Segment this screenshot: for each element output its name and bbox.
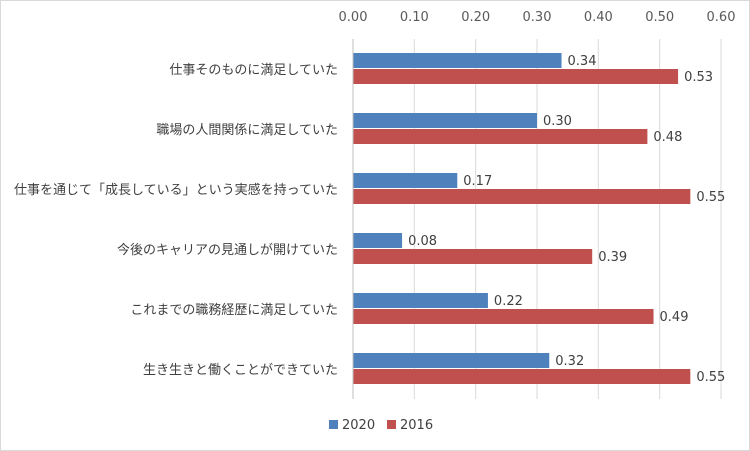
x-tick-label: 0.10 [400, 10, 429, 25]
data-label: 0.30 [543, 114, 572, 129]
bar-2016 [353, 369, 691, 384]
x-tick-label: 0.30 [523, 10, 552, 25]
category-label: 仕事を通じて「成長している」という実感を持っていた [14, 182, 338, 198]
legend-swatch-2020 [329, 420, 338, 429]
data-label: 0.34 [568, 54, 597, 69]
bar-2020 [353, 113, 537, 128]
data-label: 0.39 [598, 250, 627, 265]
bar-2016 [353, 69, 679, 84]
data-label: 0.49 [660, 310, 689, 325]
category-label: 職場の人間関係に満足していた [156, 123, 338, 138]
bar-2020 [353, 233, 403, 248]
data-label: 0.22 [494, 294, 523, 309]
data-label: 0.08 [408, 234, 437, 249]
data-label: 0.55 [696, 370, 725, 385]
data-label: 0.48 [653, 130, 682, 145]
category-label: 生き生きと働くことができていた [143, 363, 338, 378]
bar-2016 [353, 309, 654, 324]
category-label: 仕事そのものに満足していた [169, 63, 338, 78]
bar-2020 [353, 293, 488, 308]
data-label: 0.32 [555, 354, 584, 369]
x-tick-label: 0.40 [584, 10, 613, 25]
legend-swatch-2016 [387, 420, 396, 429]
category-label: これまでの職務経歴に満足していた [130, 303, 338, 318]
data-label: 0.17 [463, 174, 492, 189]
bar-2016 [353, 249, 593, 264]
x-tick-label: 0.00 [339, 10, 368, 25]
bar-2020 [353, 353, 550, 368]
bar-2016 [353, 129, 648, 144]
x-tick-label: 0.20 [461, 10, 490, 25]
bar-2020 [353, 53, 562, 68]
data-label: 0.55 [696, 190, 725, 205]
bar-2016 [353, 189, 691, 204]
bar-2020 [353, 173, 458, 188]
data-label: 0.53 [684, 70, 713, 85]
category-label: 今後のキャリアの見通しが開けていた [117, 242, 338, 258]
x-tick-label: 0.50 [645, 10, 674, 25]
legend-label: 2016 [400, 418, 433, 433]
legend-label: 2020 [342, 418, 375, 433]
x-tick-label: 0.60 [707, 10, 736, 25]
